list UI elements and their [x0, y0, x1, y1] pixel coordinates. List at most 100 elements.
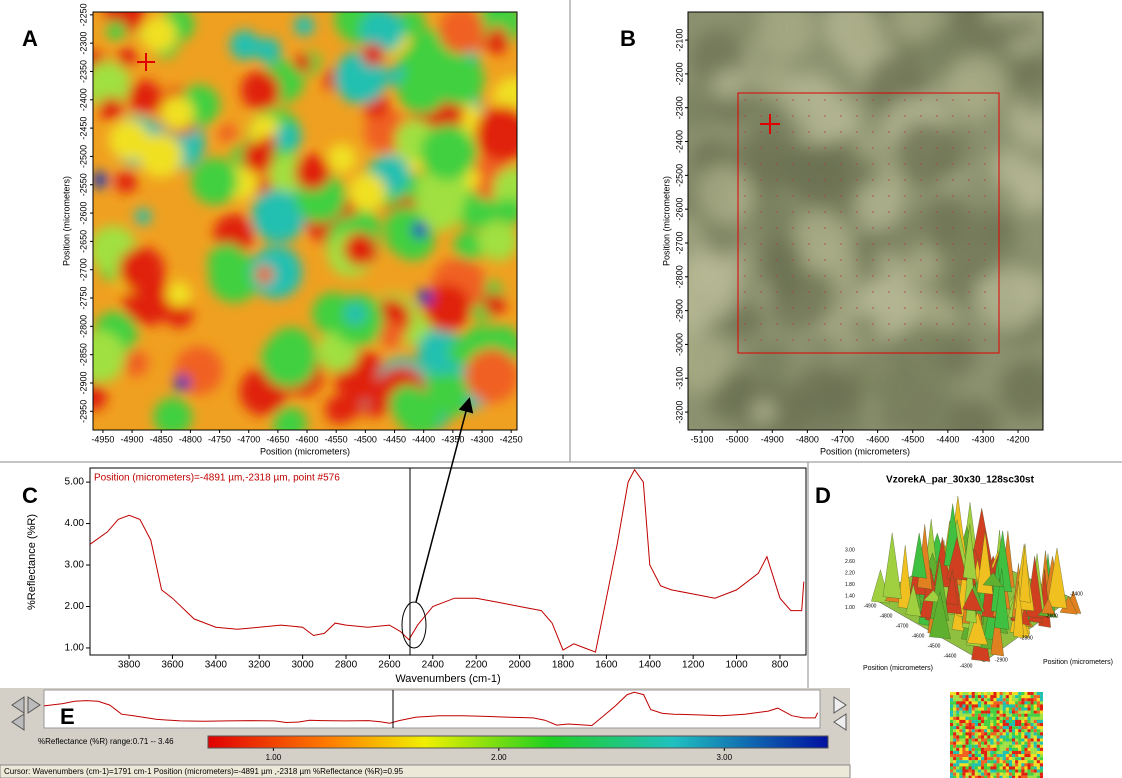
grid-dot — [808, 243, 810, 245]
pixel — [1005, 732, 1009, 736]
pixel — [1030, 701, 1034, 705]
pixel — [1033, 775, 1037, 778]
grid-dot — [936, 243, 938, 245]
pixel — [990, 735, 994, 739]
pixel — [999, 701, 1003, 705]
pixel — [971, 741, 975, 745]
pixel — [1005, 735, 1009, 739]
pixel — [987, 760, 991, 764]
pixel — [1036, 719, 1040, 724]
pixel — [950, 772, 954, 776]
pixel — [953, 713, 957, 717]
pixel — [996, 769, 1000, 773]
pixel — [956, 766, 960, 770]
blob — [982, 220, 1011, 248]
blob — [843, 12, 887, 54]
pixel — [1015, 760, 1019, 764]
pixel — [1036, 710, 1040, 714]
pixel — [1018, 735, 1022, 739]
nav-right[interactable] — [833, 696, 847, 731]
pixel — [968, 754, 972, 758]
grid-dot — [744, 131, 746, 133]
pixel — [953, 701, 957, 705]
grid-dot — [808, 307, 810, 309]
grid-dot — [920, 307, 922, 309]
x-tick-label: 1200 — [682, 660, 705, 671]
grid-dot — [776, 115, 778, 117]
pixel — [962, 723, 966, 727]
pixel — [981, 726, 985, 730]
pixel — [999, 775, 1003, 778]
grid-dot — [872, 99, 874, 101]
pixel — [1012, 754, 1016, 758]
pixel — [984, 772, 988, 776]
pixel — [959, 698, 963, 702]
pixel — [1005, 750, 1009, 755]
pixel — [1012, 719, 1016, 724]
pixel — [1015, 723, 1019, 727]
overview-line — [43, 691, 819, 727]
pixel — [965, 744, 969, 748]
pixel — [959, 735, 963, 739]
grid-dot — [856, 211, 858, 213]
grid-dot — [840, 307, 842, 309]
nav-left[interactable] — [11, 696, 41, 731]
pixel — [981, 750, 985, 755]
spike — [1013, 581, 1025, 639]
pixel — [990, 757, 994, 761]
pixel — [1030, 760, 1034, 764]
y-tick-label: -2900 — [674, 299, 684, 322]
pixel — [1005, 704, 1009, 708]
grid-dot — [936, 131, 938, 133]
blob — [761, 234, 803, 276]
grid-dot — [936, 179, 938, 181]
pixel — [1015, 763, 1019, 767]
grid-dot — [744, 339, 746, 341]
blob — [384, 206, 425, 248]
pixel — [987, 741, 991, 745]
pixel — [974, 707, 978, 711]
pixel — [965, 716, 969, 720]
grid-dot — [888, 115, 890, 117]
pixel — [999, 750, 1003, 755]
pixel — [953, 744, 957, 748]
overview-strip — [43, 689, 821, 729]
pixel — [1012, 692, 1016, 696]
pixel — [1002, 704, 1006, 708]
pixel — [1008, 760, 1013, 764]
colorbar — [207, 735, 829, 749]
grid-dot — [760, 99, 762, 101]
x-tick-label: -4950 — [91, 434, 114, 444]
grid-dot — [776, 339, 778, 341]
pixel — [971, 698, 975, 702]
blob — [165, 281, 192, 307]
pixel — [1033, 707, 1037, 711]
blob — [878, 409, 902, 430]
pixel — [956, 723, 960, 727]
y-tick-label: -2400 — [78, 88, 88, 111]
pixel — [981, 729, 985, 733]
grid-dot — [936, 115, 938, 117]
grid-dot — [888, 227, 890, 229]
blob — [93, 330, 126, 384]
pixel — [987, 763, 991, 767]
blob — [348, 173, 387, 212]
grid-dot — [840, 179, 842, 181]
pixel — [974, 716, 978, 720]
grid-dot — [792, 243, 794, 245]
pixel — [959, 695, 963, 699]
pixel — [953, 698, 957, 702]
grid-dot — [824, 99, 826, 101]
blob — [1013, 173, 1043, 213]
blob — [982, 16, 1016, 51]
pixel — [974, 754, 978, 758]
pixel — [965, 719, 969, 724]
grid-dot — [920, 323, 922, 325]
spike — [962, 588, 983, 612]
pixel — [1008, 698, 1013, 702]
pixel — [1005, 707, 1009, 711]
pixel — [996, 713, 1000, 717]
pixel — [1021, 750, 1025, 755]
y-tick-label: -2900 — [78, 371, 88, 394]
